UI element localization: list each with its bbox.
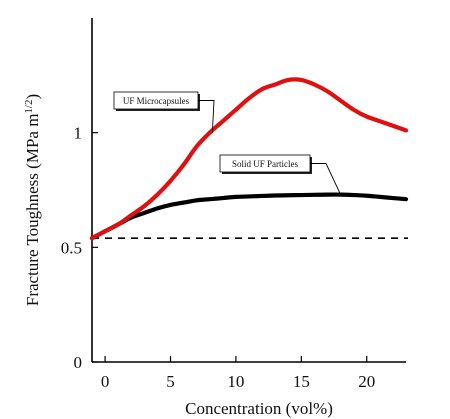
callout-1: UF Microcapsules xyxy=(113,91,215,133)
annotation-layer: UF Microcapsules Solid UF Particles xyxy=(113,91,341,195)
series-line-uf-microcapsules xyxy=(89,77,409,241)
callout-2: Solid UF Particles xyxy=(219,154,341,195)
y-axis-label-close: ) xyxy=(23,94,42,100)
y-axis-label: Fracture Toughness (MPa m1/2) xyxy=(23,94,42,306)
y-ticks: 00.51 xyxy=(61,124,98,372)
y-axis-label-main: Fracture Toughness (MPa m xyxy=(23,114,42,307)
callout-leader xyxy=(198,100,215,133)
y-tick-label: 1 xyxy=(74,124,83,143)
y-axis-label-sup: 1/2 xyxy=(23,100,35,114)
y-tick-label: 0 xyxy=(74,353,83,372)
x-ticks: 0 5 10 15 20 xyxy=(101,356,375,391)
x-tick-label: 15 xyxy=(293,372,310,391)
x-tick-label: 10 xyxy=(227,372,244,391)
series-layer xyxy=(89,77,409,241)
callout-leader xyxy=(310,163,341,195)
x-tick-label: 5 xyxy=(166,372,175,391)
x-axis-label: Concentration (vol%) xyxy=(185,399,333,418)
callout-label: UF Microcapsules xyxy=(123,96,190,106)
callout-label: Solid UF Particles xyxy=(232,159,298,169)
y-tick-label: 0.5 xyxy=(61,238,82,257)
x-tick-label: 0 xyxy=(101,372,110,391)
x-tick-label: 20 xyxy=(358,372,375,391)
series-line-solid-uf-particles xyxy=(89,192,409,241)
